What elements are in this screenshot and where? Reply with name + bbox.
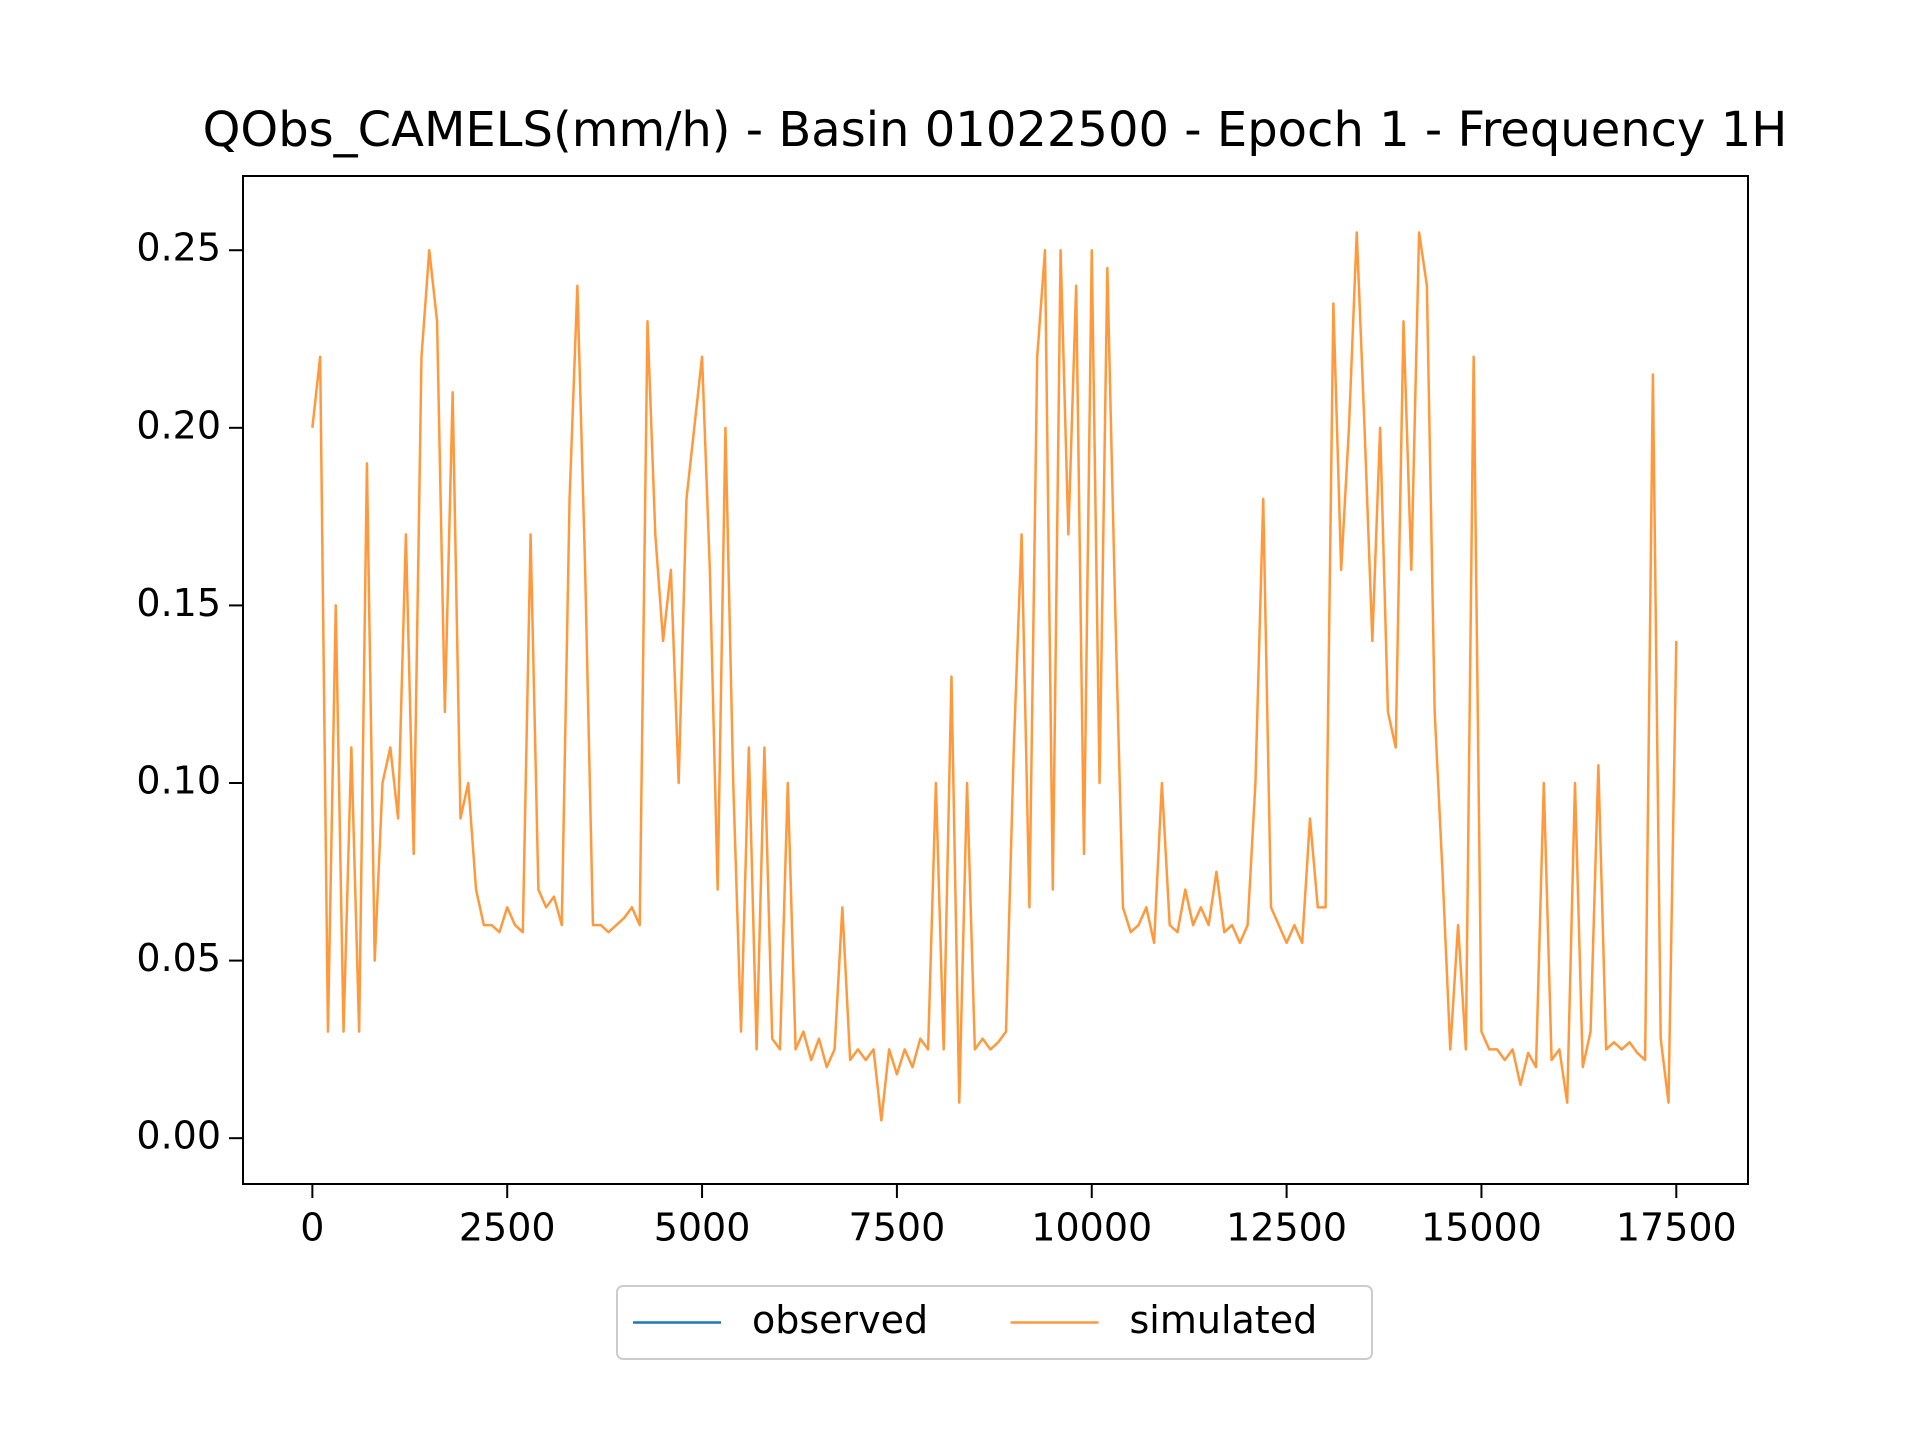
legend-label: observed (752, 1298, 928, 1342)
y-tick-label: 0.15 (136, 581, 221, 625)
y-tick-label: 0.05 (136, 936, 221, 980)
series-line (311, 231, 1678, 1122)
legend-label: simulated (1130, 1298, 1318, 1342)
x-tick-label: 7500 (849, 1206, 946, 1250)
x-tick-label: 0 (300, 1206, 324, 1250)
x-tick-label: 15000 (1421, 1206, 1542, 1250)
x-tick-label: 5000 (654, 1206, 751, 1250)
plot-frame (242, 175, 1749, 1185)
x-tick-label: 10000 (1031, 1206, 1152, 1250)
x-tick-label: 2500 (459, 1206, 556, 1250)
y-tick-label: 0.10 (136, 759, 221, 803)
y-tick-label: 0.25 (136, 226, 221, 270)
y-tick-label: 0.00 (136, 1114, 221, 1158)
chart-title: QObs_CAMELS(mm/h) - Basin 01022500 - Epo… (203, 102, 1788, 158)
x-tick-label: 12500 (1226, 1206, 1347, 1250)
y-tick-label: 0.20 (136, 403, 221, 447)
legend-box (616, 1285, 1373, 1360)
x-tick-label: 17500 (1616, 1206, 1737, 1250)
